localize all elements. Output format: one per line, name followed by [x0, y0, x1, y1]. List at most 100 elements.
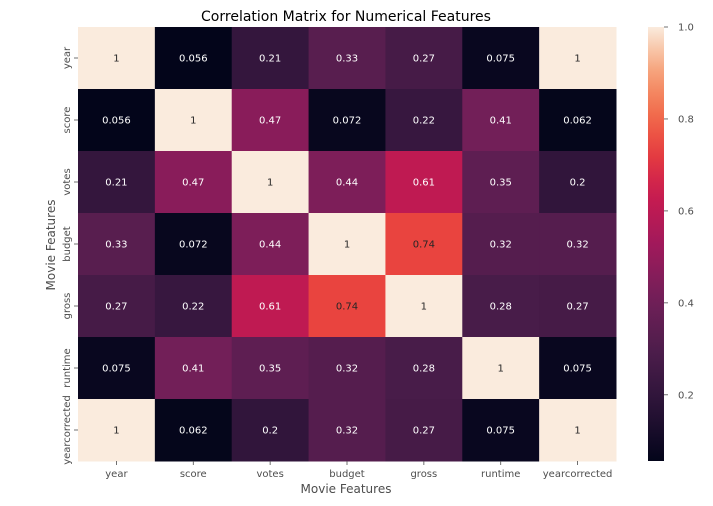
colorbar-tick-label: 0.2 — [678, 390, 694, 401]
cell-value-label: 1 — [574, 54, 580, 65]
x-tick-label: votes — [256, 469, 283, 480]
heatmap-cell — [231, 27, 310, 90]
cell-value-label: 0.32 — [336, 426, 358, 437]
heatmap-cell — [231, 89, 310, 152]
y-tick-label: year — [62, 46, 73, 69]
cell-value-label: 0.2 — [262, 426, 278, 437]
heatmap-cell — [308, 213, 386, 276]
cell-value-label: 0.44 — [336, 178, 358, 189]
heatmap-cell — [154, 89, 233, 152]
heatmap-cell — [462, 337, 540, 400]
cell-value-label: 0.27 — [413, 426, 435, 437]
y-tick-label: score — [62, 107, 73, 134]
heatmap-cell — [78, 337, 156, 400]
colorbar-ticks: 0.2 0.4 0.6 0.8 1.0 — [664, 23, 694, 401]
heatmap-cell — [385, 151, 463, 214]
heatmap-cell — [308, 89, 386, 152]
heatmap-cell — [154, 337, 233, 400]
cell-value-label: 0.075 — [486, 426, 515, 437]
heatmap-cell — [385, 399, 463, 462]
y-tick-label: votes — [62, 168, 73, 195]
cell-value-label: 0.33 — [105, 240, 127, 251]
cell-value-label: 1 — [421, 302, 427, 313]
cell-value-label: 1 — [113, 426, 119, 437]
cell-value-label: 0.74 — [413, 240, 435, 251]
heatmap-cell — [462, 275, 540, 338]
heatmap-cell — [154, 27, 233, 90]
heatmap-cell — [385, 275, 463, 338]
x-axis-ticks: year score votes budget gross runtime yearcorr… — [105, 461, 612, 480]
x-axis-label: Movie Features — [301, 482, 392, 496]
y-tick-label: budget — [62, 226, 73, 262]
cell-value-label: 0.27 — [413, 54, 435, 65]
cell-value-label: 0.32 — [490, 240, 512, 251]
cell-value-label: 0.22 — [413, 116, 435, 127]
cell-value-label: 1 — [190, 116, 196, 127]
colorbar-tick-label: 0.4 — [678, 298, 694, 309]
cell-value-label: 0.35 — [490, 178, 512, 189]
heatmap-cell — [78, 399, 156, 462]
chart-title: Correlation Matrix for Numerical Feature… — [201, 9, 491, 25]
heatmap-cell — [231, 275, 310, 338]
heatmap-cell — [462, 89, 540, 152]
cell-value-label: 0.61 — [259, 302, 281, 313]
cell-value-label: 0.74 — [336, 302, 358, 313]
heatmap-cell — [462, 213, 540, 276]
cell-value-label: 0.35 — [259, 364, 281, 375]
heatmap-cell — [385, 213, 463, 276]
cell-value-label: 0.2 — [570, 178, 586, 189]
cell-value-label: 0.062 — [179, 426, 208, 437]
cell-value-label: 0.056 — [179, 54, 208, 65]
x-tick-label: runtime — [481, 469, 520, 480]
y-axis-label: Movie Features — [44, 200, 58, 291]
cell-value-label: 0.44 — [259, 240, 281, 251]
heatmap-cell — [385, 27, 463, 90]
heatmap-cell — [539, 151, 617, 214]
heatmap-cell — [462, 399, 540, 462]
heatmap-cell — [78, 89, 156, 152]
cell-value-label: 0.062 — [563, 116, 592, 127]
cell-value-label: 0.28 — [413, 364, 435, 375]
colorbar-tick-label: 1.0 — [678, 23, 694, 34]
colorbar — [648, 27, 664, 461]
cell-value-label: 0.33 — [336, 54, 358, 65]
heatmap-cell — [462, 151, 540, 214]
heatmap-cell — [78, 213, 156, 276]
cell-value-label: 0.075 — [563, 364, 592, 375]
cell-value-label: 0.32 — [566, 240, 588, 251]
cell-value-label: 1 — [113, 54, 119, 65]
x-tick-label: yearcorrected — [543, 469, 613, 480]
cell-value-label: 0.21 — [259, 54, 281, 65]
heatmap-cell-labels: 1 0.056 0.21 0.33 0.27 0.075 10.056 1 0.47 0.072 0… — [102, 54, 592, 437]
heatmap-cell — [231, 151, 310, 214]
y-axis-ticks: year score votes budget gross runtime yearcorr… — [62, 46, 78, 465]
cell-value-label: 0.072 — [179, 240, 208, 251]
x-tick-label: year — [105, 469, 128, 480]
heatmap-cell — [462, 27, 540, 90]
y-tick-label: runtime — [62, 348, 73, 387]
cell-value-label: 0.27 — [566, 302, 588, 313]
heatmap-cell — [308, 27, 386, 90]
cell-value-label: 0.47 — [259, 116, 281, 127]
heatmap-cells — [78, 27, 617, 462]
cell-value-label: 1 — [574, 426, 580, 437]
cell-value-label: 0.072 — [333, 116, 362, 127]
heatmap-cell — [154, 213, 233, 276]
heatmap-cell — [231, 399, 310, 462]
cell-value-label: 0.47 — [182, 178, 204, 189]
cell-value-label: 0.075 — [486, 54, 515, 65]
y-tick-label: gross — [62, 293, 73, 320]
heatmap-cell — [308, 151, 386, 214]
heatmap-cell — [385, 337, 463, 400]
heatmap-cell — [154, 151, 233, 214]
x-tick-label: score — [180, 469, 207, 480]
cell-value-label: 1 — [498, 364, 504, 375]
x-tick-label: gross — [410, 469, 437, 480]
cell-value-label: 0.32 — [336, 364, 358, 375]
x-tick-label: budget — [329, 469, 365, 480]
cell-value-label: 0.075 — [102, 364, 131, 375]
cell-value-label: 0.28 — [490, 302, 512, 313]
heatmap-cell — [231, 337, 310, 400]
